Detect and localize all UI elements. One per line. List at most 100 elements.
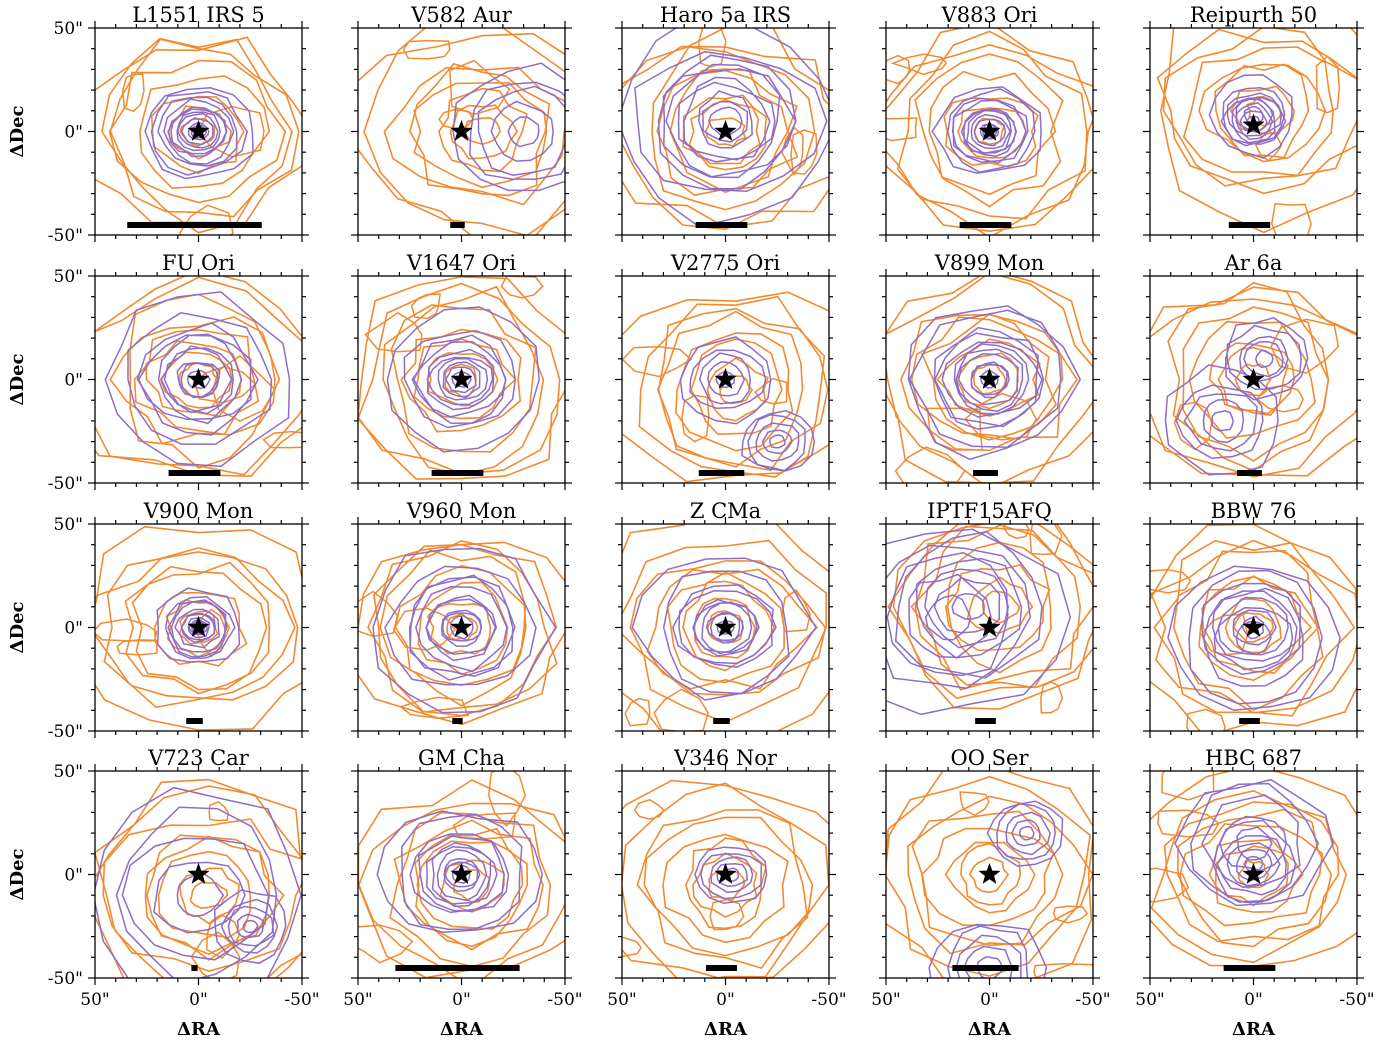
orange-contour — [1040, 681, 1064, 714]
purple-contour — [707, 106, 743, 138]
purple-contour — [1174, 778, 1335, 907]
purple-contour — [1211, 590, 1298, 662]
orange-contour — [920, 313, 1057, 441]
purple-contour — [1222, 87, 1286, 147]
purple-contour — [176, 362, 221, 398]
orange-contour — [1167, 281, 1330, 472]
orange-contour — [688, 99, 761, 165]
purple-contour — [747, 413, 806, 472]
x-axis-label: ΔRA — [704, 1019, 748, 1040]
purple-contour — [692, 598, 760, 653]
panel: V899 Mon — [879, 251, 1100, 490]
orange-contour — [622, 345, 693, 378]
orange-contour — [944, 841, 1036, 914]
panel: IPTF15AFQ — [879, 499, 1100, 738]
purple-contour — [180, 613, 216, 644]
scale-bar — [975, 718, 996, 724]
orange-contour — [1150, 524, 1357, 731]
orange-contour — [402, 39, 451, 60]
purple-contour — [622, 28, 829, 228]
purple-contour — [444, 366, 477, 394]
x-axis-label: ΔRA — [440, 1019, 484, 1040]
orange-contour — [624, 697, 651, 727]
panel-title: V723 Car — [147, 746, 250, 770]
orange-contour — [95, 778, 302, 978]
scale-bar — [452, 718, 463, 724]
purple-contour — [908, 309, 1062, 449]
contour-layer — [358, 28, 565, 235]
purple-contour — [761, 429, 793, 455]
panel: Z CMa — [615, 499, 836, 738]
orange-contour — [211, 355, 277, 422]
orange-contour — [414, 827, 529, 948]
purple-contour — [163, 345, 233, 414]
purple-contour — [409, 833, 510, 914]
panel: V582 Aur — [351, 3, 572, 242]
orange-contour — [1182, 306, 1330, 462]
contour-layer — [358, 540, 565, 726]
orange-contour — [1182, 46, 1334, 177]
purple-contour — [242, 919, 259, 934]
purple-contour — [408, 576, 516, 677]
orange-contour — [389, 811, 552, 968]
purple-contour — [986, 800, 1064, 867]
purple-contour — [955, 348, 1024, 412]
orange-contour — [1162, 28, 1357, 187]
purple-contour — [164, 596, 236, 660]
panel-title: Ar 6a — [1224, 251, 1283, 275]
orange-contour — [449, 104, 519, 160]
orange-contour — [1234, 363, 1272, 397]
orange-contour — [1157, 809, 1220, 838]
contour-layer — [1150, 771, 1357, 968]
purple-contour — [683, 76, 771, 163]
purple-contour — [700, 853, 763, 900]
orange-contour — [1150, 789, 1348, 964]
purple-contour — [741, 410, 816, 472]
source-star-icon — [187, 615, 210, 637]
purple-contour — [710, 856, 754, 894]
orange-contour — [690, 338, 783, 436]
orange-contour — [911, 810, 1064, 947]
orange-contour — [622, 524, 829, 731]
orange-contour — [139, 75, 271, 190]
panel-title: V346 Nor — [673, 746, 778, 770]
panel: Reipurth 50 — [1143, 3, 1364, 242]
orange-contour — [1270, 318, 1340, 374]
orange-contour — [1271, 202, 1312, 235]
panel-title: V960 Mon — [406, 499, 517, 523]
orange-contour — [1159, 28, 1357, 234]
x-tick-label: 50" — [607, 990, 636, 1010]
panel: V2775 Ori — [615, 251, 836, 490]
purple-contour — [970, 363, 1010, 396]
panel: L1551 IRS 5 50" 0" -50" ΔDec — [7, 3, 309, 246]
contour-layer — [886, 28, 1093, 235]
x-tick-label: 0" — [189, 990, 208, 1010]
purple-contour — [1200, 582, 1301, 676]
orange-contour — [1150, 867, 1190, 903]
x-tick-label: 0" — [716, 990, 735, 1010]
panel: OO Ser 50" 0" -50" ΔRA — [871, 746, 1110, 1040]
scale-bar — [395, 965, 520, 971]
orange-contour — [886, 117, 918, 142]
orange-contour — [622, 539, 827, 724]
x-axis-label: ΔRA — [177, 1019, 221, 1040]
purple-contour — [409, 574, 514, 681]
purple-contour — [180, 117, 214, 146]
purple-contour — [933, 577, 1001, 634]
y-axis-label: ΔDec — [7, 105, 28, 157]
source-star-icon — [714, 862, 737, 884]
orange-contour — [416, 840, 524, 930]
purple-contour — [376, 810, 544, 934]
x-tick-label: 0" — [1244, 990, 1263, 1010]
purple-contour — [662, 68, 797, 178]
orange-contour — [1150, 568, 1192, 594]
orange-contour — [886, 43, 1093, 235]
source-star-icon — [450, 862, 473, 884]
scale-bar — [705, 965, 738, 971]
purple-contour — [441, 612, 482, 642]
purple-contour — [1208, 74, 1293, 159]
scale-bar — [431, 470, 484, 476]
orange-contour — [109, 38, 300, 218]
orange-contour — [651, 46, 816, 211]
orange-contour — [887, 524, 1093, 710]
